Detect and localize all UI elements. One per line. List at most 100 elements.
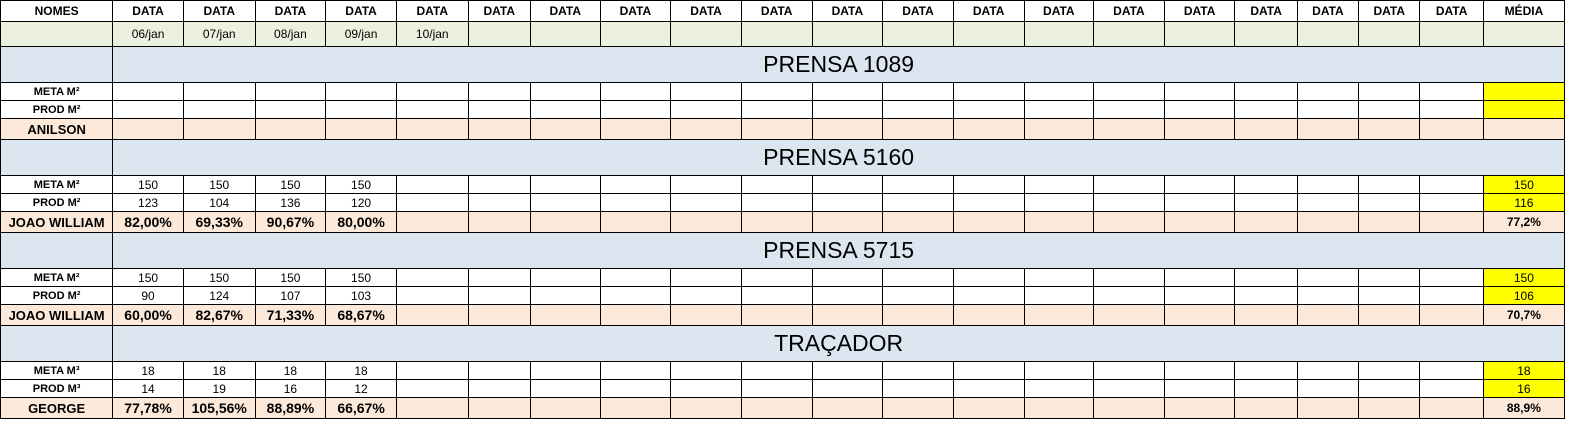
percent-cell[interactable] [599,397,672,419]
percent-cell[interactable] [882,118,954,140]
date-column-header[interactable]: DATA [1163,0,1236,22]
percent-cell[interactable] [1358,304,1421,326]
prod-cell[interactable]: 104 [182,193,256,212]
prod-cell[interactable]: 103 [325,286,397,305]
prod-cell[interactable] [112,100,184,119]
prod-cell[interactable] [1093,193,1165,212]
date-column-header[interactable]: DATA [182,0,256,22]
percent-cell[interactable] [325,118,397,140]
percent-cell[interactable]: 77,78% [112,397,184,419]
meta-cell[interactable] [811,82,884,101]
percent-cell[interactable] [599,304,672,326]
percent-cell[interactable] [1234,118,1298,140]
percent-cell[interactable] [1093,397,1165,419]
date-cell[interactable] [740,21,813,47]
date-column-header[interactable]: DATA [1296,0,1360,22]
meta-cell[interactable] [740,361,813,380]
percent-cell[interactable] [599,211,672,233]
date-cell[interactable] [599,21,672,47]
percent-cell[interactable] [1234,211,1298,233]
prod-cell[interactable] [1296,286,1360,305]
meta-cell[interactable] [529,268,601,287]
percent-cell[interactable] [1358,118,1421,140]
percent-cell[interactable]: 80,00% [325,211,397,233]
meta-cell[interactable] [254,82,327,101]
prod-cell[interactable] [952,193,1025,212]
prod-cell[interactable] [1093,286,1165,305]
prod-cell[interactable] [1358,286,1421,305]
prod-cell[interactable] [1419,193,1484,212]
percent-cell[interactable] [1093,118,1165,140]
percent-cell[interactable] [1296,118,1360,140]
prod-cell[interactable] [529,100,601,119]
percent-cell[interactable] [1163,397,1236,419]
percent-cell[interactable]: 66,67% [325,397,397,419]
percent-cell[interactable] [670,211,742,233]
meta-cell[interactable] [882,361,954,380]
percent-cell[interactable] [182,118,256,140]
percent-cell[interactable]: 90,67% [254,211,327,233]
date-cell[interactable]: 10/jan [395,21,469,47]
prod-label[interactable]: PROD M³ [0,379,114,398]
meta-cell[interactable] [740,82,813,101]
date-cell[interactable] [1163,21,1236,47]
meta-average[interactable]: 150 [1482,175,1566,194]
meta-label[interactable]: META M² [0,175,114,194]
percent-cell[interactable]: 82,00% [112,211,184,233]
prod-cell[interactable] [670,286,742,305]
meta-cell[interactable]: 18 [182,361,256,380]
percent-cell[interactable] [395,211,469,233]
meta-label[interactable]: META M² [0,82,114,101]
prod-cell[interactable] [1419,379,1484,398]
prod-cell[interactable] [467,286,531,305]
prod-cell[interactable] [1358,379,1421,398]
date-column-header[interactable]: DATA [670,0,742,22]
percent-cell[interactable] [1358,397,1421,419]
prod-cell[interactable] [1093,100,1165,119]
meta-cell[interactable] [1023,175,1095,194]
prod-cell[interactable] [1419,286,1484,305]
meta-cell[interactable] [1234,268,1298,287]
prod-cell[interactable] [811,193,884,212]
prod-cell[interactable] [467,379,531,398]
prod-cell[interactable]: 19 [182,379,256,398]
prod-cell[interactable] [529,379,601,398]
meta-cell[interactable] [529,175,601,194]
percent-cell[interactable] [1419,211,1484,233]
percent-average[interactable] [1482,118,1566,140]
percent-cell[interactable] [952,211,1025,233]
date-column-header[interactable]: DATA [599,0,672,22]
percent-cell[interactable] [467,118,531,140]
date-column-header[interactable]: DATA [325,0,397,22]
date-column-header[interactable]: DATA [254,0,327,22]
prod-cell[interactable] [182,100,256,119]
prod-cell[interactable] [882,100,954,119]
prod-cell[interactable] [1023,286,1095,305]
percent-cell[interactable] [1296,397,1360,419]
prod-cell[interactable] [599,379,672,398]
prod-cell[interactable] [395,193,469,212]
percent-cell[interactable] [952,118,1025,140]
meta-cell[interactable] [811,361,884,380]
prod-cell[interactable] [740,286,813,305]
percent-cell[interactable] [882,211,954,233]
date-cell[interactable]: 08/jan [254,21,327,47]
meta-cell[interactable] [529,361,601,380]
meta-cell[interactable]: 150 [254,268,327,287]
dates-row-average[interactable] [1482,21,1566,47]
dates-row-label[interactable] [0,21,114,47]
percent-cell[interactable] [952,304,1025,326]
percent-cell[interactable]: 88,89% [254,397,327,419]
percent-cell[interactable] [740,304,813,326]
prod-label[interactable]: PROD M² [0,100,114,119]
percent-cell[interactable] [670,304,742,326]
meta-average[interactable]: 150 [1482,268,1566,287]
date-cell[interactable]: 07/jan [182,21,256,47]
prod-cell[interactable] [1023,193,1095,212]
percent-cell[interactable]: 82,67% [182,304,256,326]
percent-cell[interactable] [1023,118,1095,140]
prod-cell[interactable] [1093,379,1165,398]
meta-cell[interactable] [952,175,1025,194]
percent-cell[interactable] [1419,118,1484,140]
date-column-header[interactable]: DATA [1419,0,1484,22]
